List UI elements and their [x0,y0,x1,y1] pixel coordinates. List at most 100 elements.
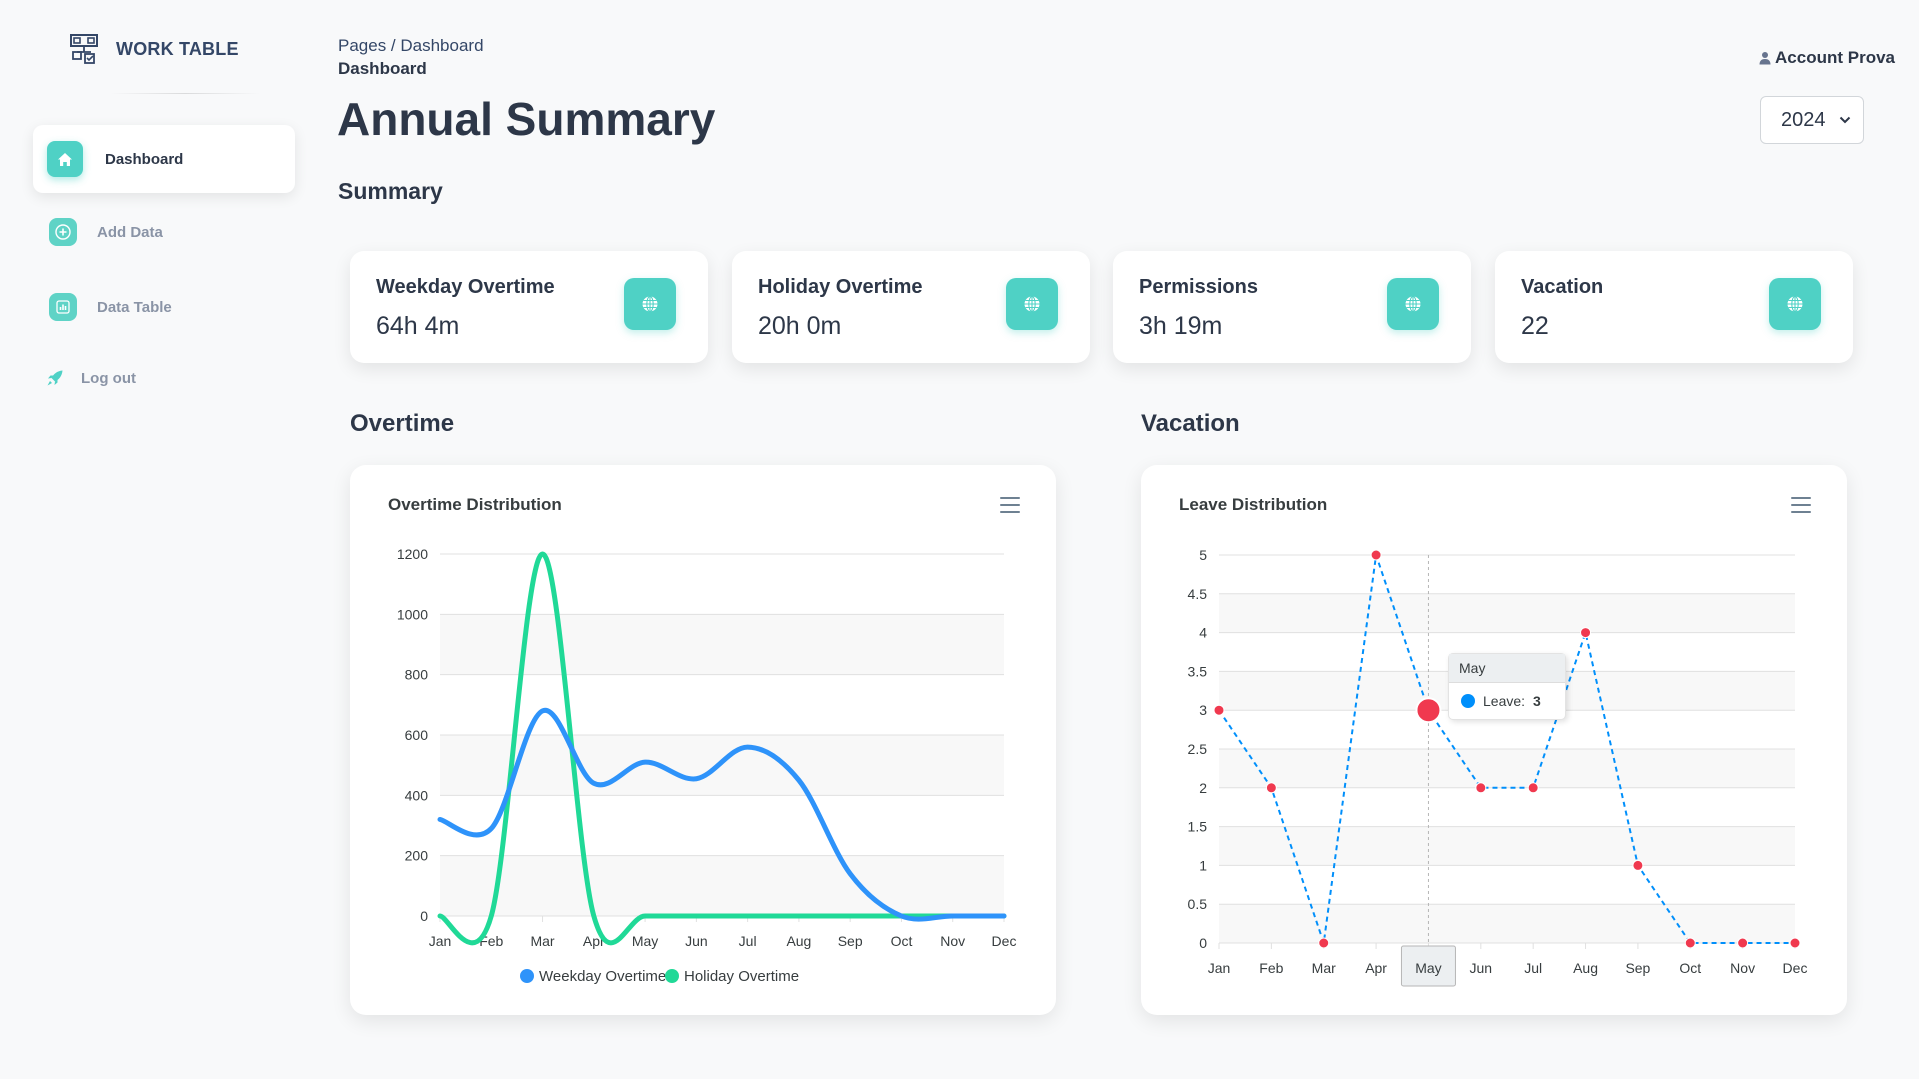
y-tick-label: 600 [405,727,429,743]
y-tick-label: 0.5 [1188,896,1208,912]
data-point [1737,937,1749,949]
chart-menu-icon[interactable] [1791,497,1811,513]
legend-marker [665,969,679,983]
year-select[interactable]: 2024 [1760,96,1864,144]
brand[interactable]: WORK TABLE [70,34,239,64]
x-tick-label: Oct [1679,960,1701,976]
breadcrumb: Pages / Dashboard [338,36,484,56]
globe-icon [1006,278,1058,330]
y-tick-label: 4.5 [1188,586,1208,602]
y-tick-label: 3.5 [1188,663,1208,679]
x-tick-label: Jul [1524,960,1542,976]
legend-marker [520,969,534,983]
y-tick-label: 5 [1199,547,1207,563]
plus-icon [49,218,77,246]
leave-chart: 0 0.5 1 1.5 2 2.5 3 3.5 4 4.5 5 Jan Feb Mar Apr May Jun J… [1188,547,1807,987]
data-point [1265,782,1277,794]
leave-chart-card: Leave Distribution 0 0.5 1 1.5 2 2.5 3 3.5 4 4.5 5… [1141,465,1847,1015]
x-tick-label: Jan [429,933,452,949]
stat-card-vacation: Vacation 22 [1495,251,1853,363]
overtime-section-title: Overtime [350,410,455,437]
tooltip-category: May [1449,654,1565,683]
x-tick-label: Sep [1625,960,1650,976]
x-tick-label: May [1415,960,1441,976]
y-tick-label: 400 [405,787,429,803]
stat-card-holiday-overtime: Holiday Overtime 20h 0m [732,251,1090,363]
account-link[interactable]: Account Prova [1758,48,1895,68]
x-tick-label: Feb [1259,960,1283,976]
y-tick-label: 1 [1199,857,1207,873]
summary-section-title: Summary [338,178,443,204]
chevron-down-icon [1839,116,1851,124]
data-point [1475,782,1487,794]
grid-band [1219,826,1795,866]
x-tick-label: Oct [891,933,913,949]
data-point [1580,627,1592,639]
sitemap-icon [70,34,98,64]
grid-band [1219,749,1795,788]
y-tick-label: 2.5 [1188,741,1208,757]
stat-card-value: 22 [1521,312,1549,340]
y-tick-label: 800 [405,667,429,683]
brand-name: WORK TABLE [116,38,239,59]
chart-menu-icon[interactable] [1000,497,1020,513]
tooltip-label: Leave: [1483,693,1526,709]
stat-card-label: Permissions [1139,276,1258,298]
overtime-chart: 0 200 400 600 800 1000 1200 Jan Feb Mar Apr May Jun J… [397,546,1017,985]
x-tick-label: Aug [1573,960,1598,976]
stat-card-value: 64h 4m [376,312,460,340]
series-line-holiday [437,551,1007,946]
year-select-value: 2024 [1781,108,1826,131]
chart-tooltip: May Leave: 3 [1448,653,1566,720]
x-tick-label: Dec [992,933,1017,949]
data-point [1527,782,1539,794]
tooltip-series-marker [1461,694,1475,708]
x-tick-label: Sep [838,933,863,949]
globe-icon [624,278,676,330]
x-tick-label: Apr [1365,960,1387,976]
grid-band [1219,593,1795,633]
stat-card-label: Holiday Overtime [758,276,923,298]
page-title: Annual Summary [337,93,716,145]
x-axis-tooltip-box [1400,945,1456,987]
y-tick-label: 1200 [397,546,428,562]
x-tick-label: Jan [1208,960,1231,976]
sidebar-item-add-data[interactable]: Add Data [33,198,295,266]
x-tick-label: May [632,933,658,949]
stat-card-weekday-overtime: Weekday Overtime 64h 4m [350,251,708,363]
data-point [1370,549,1382,561]
breadcrumb-current: Dashboard [338,59,427,78]
grid-band [440,614,1004,675]
y-tick-label: 1000 [397,606,428,622]
brand-divider [110,93,260,94]
x-tick-label: Mar [530,933,554,949]
x-tick-label: Feb [479,933,503,949]
tooltip-body: Leave: 3 [1449,683,1565,719]
data-point [1684,937,1696,949]
breadcrumb-root[interactable]: Pages [338,36,387,55]
sidebar-item-logout[interactable]: Log out [33,344,295,412]
stat-card-label: Weekday Overtime [376,276,555,298]
x-tick-label: Mar [1312,960,1336,976]
x-tick-label: Nov [1730,960,1755,976]
breadcrumb-separator: / [386,36,401,55]
sidebar-item-data-table[interactable]: Data Table [33,273,295,341]
sidebar-item-label: Add Data [97,223,163,241]
sidebar-item-dashboard[interactable]: Dashboard [33,125,295,193]
y-tick-label: 200 [405,848,429,864]
vacation-section-title: Vacation [1141,410,1240,437]
series-line-weekday [437,708,1007,922]
bar-chart-icon [49,293,77,321]
user-icon [1759,52,1771,65]
data-point [1318,937,1330,949]
y-tick-label: 4 [1199,625,1207,641]
data-point [1632,859,1644,871]
x-tick-label: Apr [583,933,605,949]
y-tick-label: 1.5 [1188,819,1208,835]
data-point [1415,697,1442,724]
legend-label: Weekday Overtime [539,968,666,985]
x-tick-label: Jul [739,933,757,949]
sidebar: WORK TABLE Dashboard Add Data Data Table… [0,0,310,1079]
home-icon [47,141,83,177]
sidebar-item-label: Dashboard [105,150,184,168]
